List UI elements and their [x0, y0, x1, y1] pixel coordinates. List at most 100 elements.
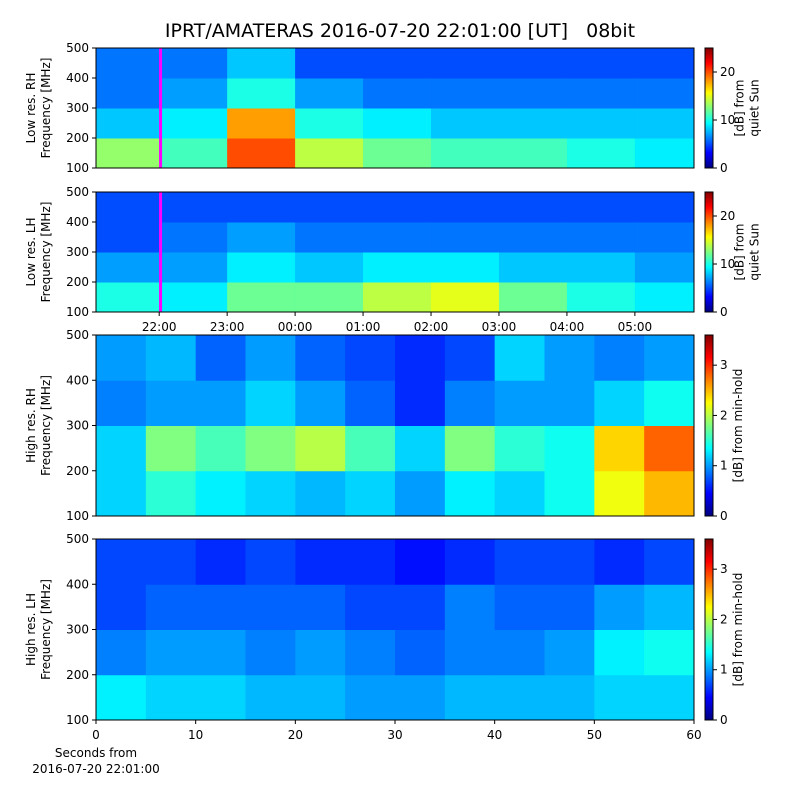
heat-cell: [395, 674, 446, 721]
colorbar-label: quiet Sun: [748, 223, 762, 280]
colorbar-label: [dB] from: [733, 80, 747, 137]
heat-cell: [96, 222, 160, 253]
heat-cell: [444, 674, 496, 721]
heat-cell: [634, 108, 695, 139]
heat-cell: [96, 282, 160, 313]
heat-cell: [195, 674, 246, 721]
heat-cell: [444, 335, 496, 381]
colorbar-label: [dB] from: [733, 224, 747, 281]
heat-cell: [159, 108, 228, 139]
heat-cell: [634, 282, 695, 313]
colorbar-tick-label: 1: [720, 459, 728, 473]
heat-cell: [227, 252, 296, 283]
heat-cell: [227, 78, 296, 109]
heat-cell: [345, 629, 396, 676]
y-tick-label: 500: [66, 532, 89, 546]
heat-cell: [295, 539, 346, 585]
heat-cell: [195, 380, 246, 426]
heat-cell: [395, 380, 446, 426]
y-tick-label: 400: [66, 215, 89, 229]
y-tick-label: 400: [66, 373, 89, 387]
heat-cell: [431, 222, 500, 253]
heat-cell: [295, 335, 346, 381]
y-tick-label: 300: [66, 623, 89, 637]
heat-cell: [363, 108, 432, 139]
heat-cell: [159, 282, 228, 313]
y-tick-label: 100: [66, 509, 89, 523]
y-tick-label: 400: [66, 71, 89, 85]
x-tick-label: 30: [387, 728, 402, 742]
x-tick-label: 23:00: [210, 320, 245, 334]
colorbar-label: [dB] from min-hold: [731, 369, 745, 483]
heat-cell: [295, 222, 364, 253]
heat-cell: [544, 380, 595, 426]
heat-cell: [544, 674, 595, 721]
heat-cell: [363, 48, 432, 79]
heat-cell: [395, 335, 446, 381]
y-tick-label: 100: [66, 161, 89, 175]
heat-cell: [96, 192, 160, 223]
heat-cell: [227, 48, 296, 79]
heat-cell: [295, 380, 346, 426]
colorbar-tick-label: 0: [720, 305, 728, 319]
heat-cell: [245, 425, 296, 472]
heat-cell: [594, 674, 645, 721]
heat-cell: [345, 425, 396, 472]
x-tick-label: 60: [686, 728, 701, 742]
heat-cell: [345, 584, 396, 630]
heat-cell: [494, 539, 545, 585]
heat-cell: [431, 192, 500, 223]
heat-cell: [395, 584, 446, 630]
heat-cell: [96, 335, 147, 381]
y-axis-label: Low res. LH: [24, 217, 38, 286]
heat-cell: [227, 138, 296, 169]
colorbar-tick-label: 3: [720, 358, 728, 372]
colorbar: [704, 191, 714, 313]
heat-cell: [594, 425, 645, 472]
colorbar-tick-label: 0: [720, 713, 728, 727]
heat-cell: [96, 138, 160, 169]
heat-cell: [634, 48, 695, 79]
heat-cell: [431, 282, 500, 313]
x-tick-label: 22:00: [142, 320, 177, 334]
heat-cell: [544, 335, 595, 381]
heat-cell: [395, 425, 446, 472]
heat-cell: [644, 380, 695, 426]
heat-cell: [494, 674, 545, 721]
heat-cell: [566, 252, 636, 283]
heat-cell: [96, 470, 147, 517]
heat-cell: [295, 629, 346, 676]
heat-cell: [494, 470, 545, 517]
heat-cell: [634, 252, 695, 283]
heat-cell: [363, 222, 432, 253]
heat-cell: [295, 192, 364, 223]
x-tick-label: 04:00: [550, 320, 585, 334]
heat-cell: [145, 470, 197, 517]
heat-cell: [145, 629, 197, 676]
heat-cell: [145, 425, 197, 472]
heat-cell: [295, 108, 364, 139]
x-tick-label: 40: [487, 728, 502, 742]
heat-cell: [363, 192, 432, 223]
heat-cell: [634, 222, 695, 253]
heat-cell: [363, 138, 432, 169]
x-tick-label: 00:00: [278, 320, 313, 334]
heat-cell: [566, 222, 636, 253]
x-tick-label: 20: [288, 728, 303, 742]
y-axis-label: Frequency [MHz]: [39, 202, 53, 303]
heat-cell: [644, 425, 695, 472]
y-tick-label: 500: [66, 41, 89, 55]
heat-cell: [566, 48, 636, 79]
y-tick-label: 200: [66, 464, 89, 478]
heat-cell: [634, 138, 695, 169]
x-axis-label: 2016-07-20 22:01:00: [32, 762, 159, 776]
heat-cell: [444, 470, 496, 517]
heat-cell: [295, 252, 364, 283]
heat-cell: [431, 48, 500, 79]
heat-cell: [195, 335, 246, 381]
heat-cell: [544, 584, 595, 630]
heat-cell: [227, 108, 296, 139]
y-axis-label: Low res. RH: [24, 73, 38, 144]
heat-cell: [96, 584, 147, 630]
